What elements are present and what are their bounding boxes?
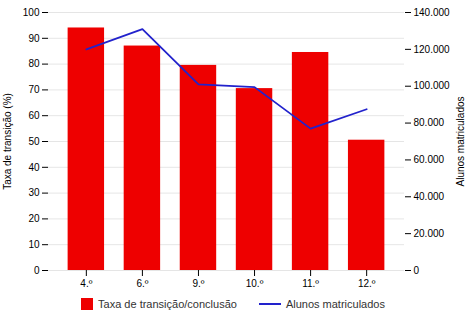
svg-text:6.º: 6.º	[136, 278, 148, 289]
svg-text:0: 0	[34, 265, 40, 276]
svg-text:40.000: 40.000	[414, 191, 445, 202]
svg-text:Alunos matriculados: Alunos matriculados	[455, 96, 466, 186]
svg-text:120.000: 120.000	[414, 44, 451, 55]
svg-text:40: 40	[28, 162, 40, 173]
svg-text:20: 20	[28, 213, 40, 224]
svg-text:Taxa de transição (%): Taxa de transição (%)	[2, 93, 13, 190]
svg-text:90: 90	[28, 33, 40, 44]
svg-text:9.º: 9.º	[192, 278, 204, 289]
svg-text:140.000: 140.000	[414, 7, 451, 18]
svg-text:70: 70	[28, 84, 40, 95]
html-text:Taxa de transição/conclusão: Taxa de transição/conclusão	[98, 298, 237, 310]
svg-text:80: 80	[28, 58, 40, 69]
svg-text:4.º: 4.º	[80, 278, 92, 289]
svg-text:100.000: 100.000	[414, 80, 451, 91]
svg-text:80.000: 80.000	[414, 117, 445, 128]
svg-text:20.000: 20.000	[414, 228, 445, 239]
html-text:Alunos matriculados: Alunos matriculados	[285, 298, 385, 310]
svg-text:30: 30	[28, 187, 40, 198]
svg-text:100: 100	[23, 7, 40, 18]
svg-text:50: 50	[28, 136, 40, 147]
svg-text:10: 10	[28, 239, 40, 250]
svg-text:60.000: 60.000	[414, 154, 445, 165]
svg-text:11.º: 11.º	[302, 278, 319, 289]
svg-text:10.º: 10.º	[246, 278, 264, 289]
svg-text:12.º: 12.º	[358, 278, 376, 289]
svg-text:60: 60	[28, 110, 40, 121]
svg-text:0: 0	[414, 265, 420, 276]
